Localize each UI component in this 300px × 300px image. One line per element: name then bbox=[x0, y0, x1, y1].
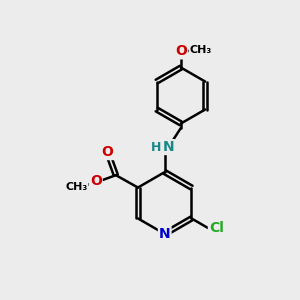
Text: CH₃: CH₃ bbox=[190, 45, 212, 55]
Text: O: O bbox=[90, 174, 102, 188]
Text: CH₃: CH₃ bbox=[65, 182, 87, 192]
Text: Cl: Cl bbox=[209, 221, 224, 235]
Text: N: N bbox=[162, 140, 174, 154]
Text: O: O bbox=[175, 44, 187, 58]
Text: N: N bbox=[159, 227, 170, 241]
Text: O: O bbox=[101, 145, 113, 159]
Text: H: H bbox=[151, 141, 162, 154]
